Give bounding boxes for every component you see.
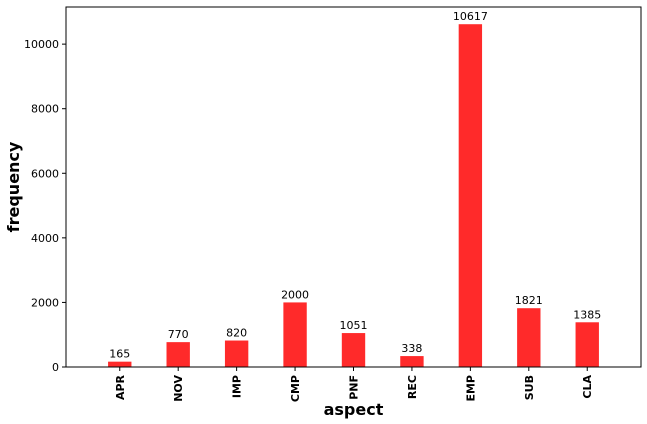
- bar-pnf: [341, 333, 366, 367]
- x-axis-title: aspect: [324, 400, 384, 419]
- bar-sub: [517, 308, 541, 367]
- bar-cmp: [283, 302, 307, 367]
- data-label-apr: 165: [109, 348, 130, 361]
- y-axis-title: frequency: [4, 141, 23, 232]
- bar-nov: [166, 342, 190, 367]
- y-tick-label: 4000: [31, 232, 59, 245]
- data-label-nov: 770: [168, 328, 189, 341]
- x-tick-label-cla: CLA: [581, 375, 594, 399]
- bar-cla: [575, 322, 599, 367]
- bar-rec: [400, 356, 424, 367]
- data-label-sub: 1821: [515, 294, 543, 307]
- bar-imp: [224, 340, 249, 367]
- data-label-emp: 10617: [453, 10, 488, 23]
- x-axis: APR NOV IMP CMP PNF REC EMP SUB CLA: [114, 367, 594, 402]
- data-label-rec: 338: [401, 342, 422, 355]
- data-label-pnf: 1051: [340, 319, 368, 332]
- plot-area: [66, 7, 641, 367]
- y-axis: 0 2000 4000 6000 8000 10000: [24, 38, 66, 374]
- data-label-cmp: 2000: [281, 288, 309, 301]
- y-tick-label: 0: [52, 361, 59, 374]
- y-tick-label: 2000: [31, 296, 59, 309]
- plot-frame: [65, 6, 642, 368]
- x-tick-label-sub: SUB: [523, 375, 536, 400]
- x-tick-label-emp: EMP: [464, 375, 477, 402]
- y-tick-label: 8000: [31, 103, 59, 116]
- x-tick-label-imp: IMP: [231, 375, 244, 398]
- x-tick-label-rec: REC: [406, 375, 419, 399]
- x-tick-label-nov: NOV: [172, 375, 185, 402]
- bar-emp: [458, 24, 483, 367]
- x-tick-label-pnf: PNF: [348, 375, 361, 400]
- data-label-cla: 1385: [573, 308, 601, 321]
- bar-apr: [108, 361, 132, 367]
- y-tick-label: 10000: [24, 38, 59, 51]
- data-labels: 165 770 820 2000 1051 338 10617 1821 1385: [109, 10, 601, 360]
- y-tick-label: 6000: [31, 167, 59, 180]
- x-tick-label-apr: APR: [114, 374, 127, 400]
- bar-series: [108, 24, 599, 367]
- data-label-imp: 820: [226, 327, 247, 340]
- x-tick-label-cmp: CMP: [289, 375, 302, 402]
